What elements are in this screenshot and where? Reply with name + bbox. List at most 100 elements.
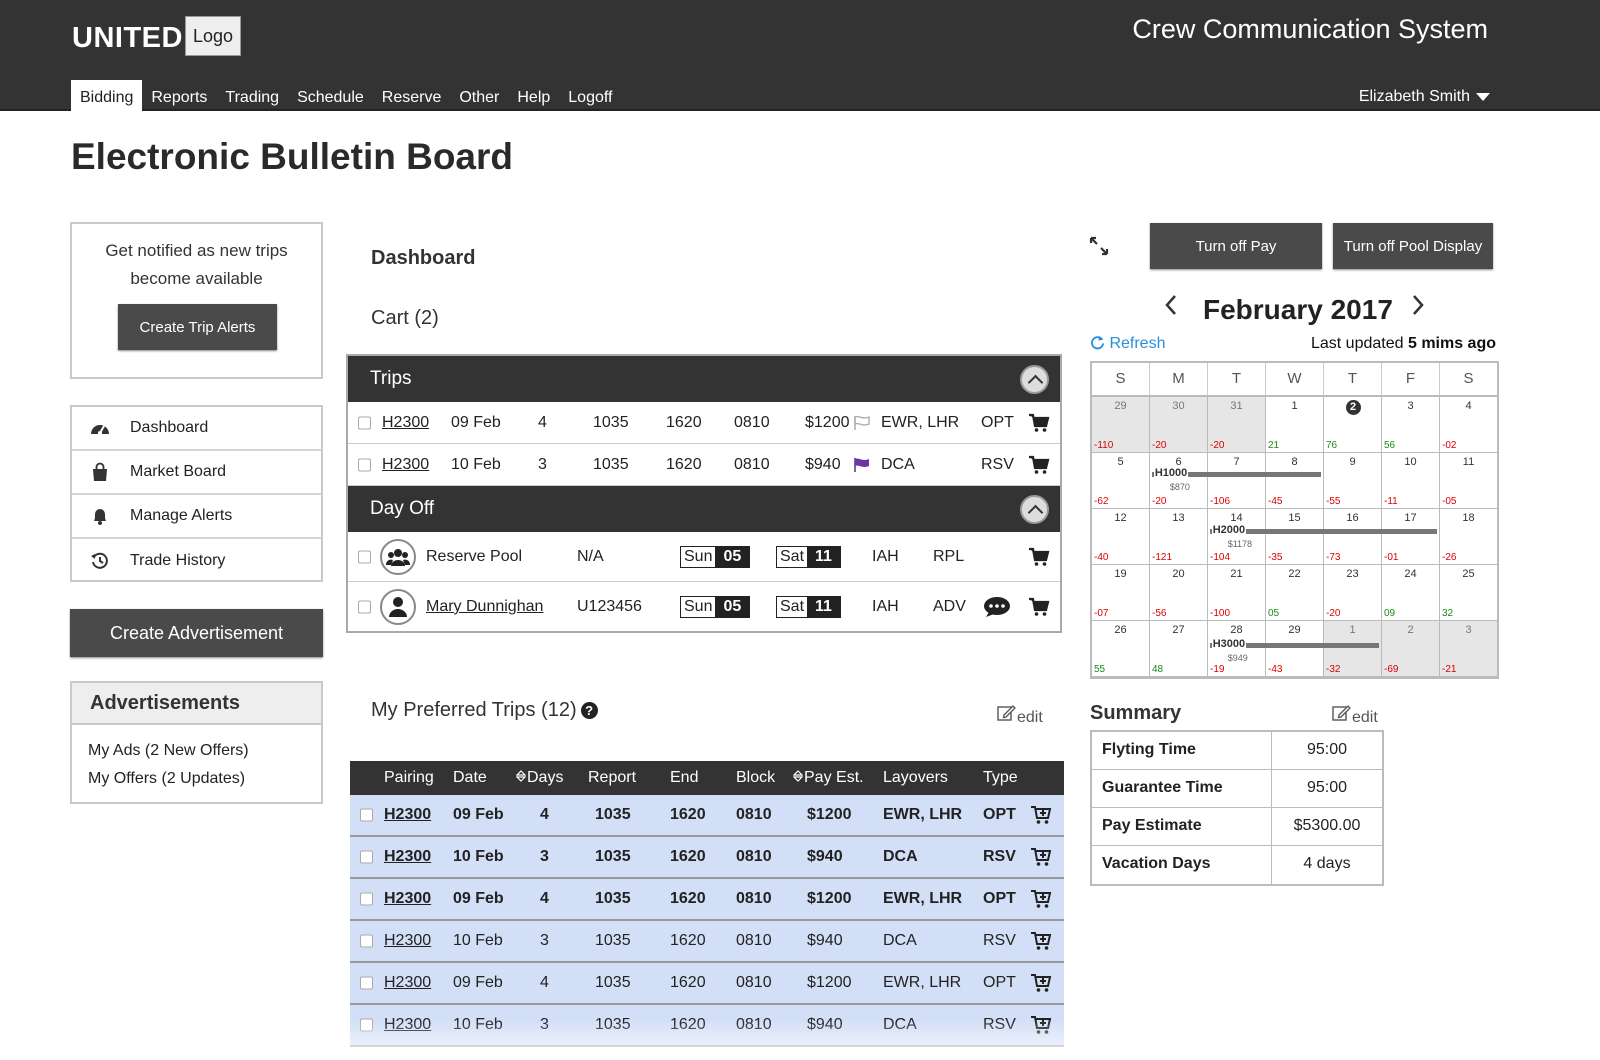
my-offers-link[interactable]: My Offers (2 Updates) — [88, 770, 246, 787]
cart-plus-icon[interactable] — [1030, 889, 1052, 909]
my-ads-link[interactable]: My Ads (2 New Offers) — [88, 742, 249, 759]
chat-icon[interactable] — [983, 596, 1011, 618]
nav-tab-other[interactable]: Other — [459, 89, 500, 106]
calendar-day-cell[interactable]: 21 -100 — [1208, 565, 1266, 620]
row-checkbox[interactable] — [358, 458, 371, 471]
calendar-day-cell[interactable]: 29 -110 — [1092, 397, 1150, 452]
edit-summary-link[interactable]: edit — [1332, 704, 1378, 727]
calendar-day-cell[interactable]: 6 -20 — [1150, 453, 1208, 508]
cart-icon[interactable] — [1028, 597, 1050, 617]
calendar-day-cell[interactable]: 26 55 — [1092, 621, 1150, 676]
row-checkbox[interactable] — [358, 600, 371, 614]
column-header-report[interactable]: Report — [588, 769, 636, 787]
trip-span-bar[interactable] — [1209, 643, 1380, 648]
flag-purple-icon[interactable] — [853, 457, 871, 473]
row-checkbox[interactable] — [360, 808, 373, 822]
calendar-day-cell[interactable]: 17 -01 — [1382, 509, 1440, 564]
calendar-day-cell[interactable]: 3 -21 — [1440, 621, 1497, 676]
calendar-day-cell[interactable]: 10 -11 — [1382, 453, 1440, 508]
help-icon[interactable]: ? — [580, 702, 598, 720]
next-month-icon[interactable] — [1410, 292, 1426, 324]
calendar-day-cell[interactable]: 7 -106 — [1208, 453, 1266, 508]
calendar-day-cell[interactable]: 20 -56 — [1150, 565, 1208, 620]
row-checkbox[interactable] — [360, 934, 373, 948]
cart-icon[interactable] — [1028, 413, 1050, 433]
row-checkbox[interactable] — [360, 892, 373, 906]
calendar-day-cell[interactable]: 11 -05 — [1440, 453, 1497, 508]
calendar-day-cell[interactable]: 14 -104 — [1208, 509, 1266, 564]
sidebar-item-manage-alerts[interactable]: Manage Alerts — [72, 495, 321, 539]
cart-plus-icon[interactable] — [1030, 931, 1052, 951]
row-checkbox[interactable] — [358, 550, 371, 563]
collapse-trips-icon[interactable] — [1020, 365, 1049, 394]
trip-pairing[interactable]: H2300 — [384, 848, 432, 865]
nav-tab-schedule[interactable]: Schedule — [297, 89, 364, 106]
calendar-day-cell[interactable]: 25 32 — [1440, 565, 1497, 620]
nav-tab-bidding[interactable]: Bidding — [71, 80, 143, 111]
row-checkbox[interactable] — [358, 416, 371, 429]
trip-pairing[interactable]: H2300 — [384, 974, 432, 991]
calendar-day-cell[interactable]: 9 -55 — [1324, 453, 1382, 508]
row-checkbox[interactable] — [360, 976, 373, 990]
calendar-day-cell[interactable]: 23 -20 — [1324, 565, 1382, 620]
refresh-button[interactable]: Refresh — [1090, 335, 1165, 353]
calendar-day-cell[interactable]: 1 21 — [1266, 397, 1324, 452]
calendar-day-cell[interactable]: 30 -20 — [1150, 397, 1208, 452]
column-header-type[interactable]: Type — [983, 769, 1018, 787]
trip-span-bar[interactable] — [1151, 472, 1322, 477]
column-header-date[interactable]: Date — [453, 769, 487, 787]
column-header-block[interactable]: Block — [736, 769, 775, 787]
calendar-day-cell[interactable]: 29 -43 — [1266, 621, 1324, 676]
dayoff-name[interactable]: Mary Dunnighan — [426, 598, 544, 615]
nav-tab-trading[interactable]: Trading — [225, 89, 280, 106]
sidebar-item-trade-history[interactable]: Trade History — [72, 539, 321, 583]
prev-month-icon[interactable] — [1163, 292, 1179, 324]
column-header-end[interactable]: End — [670, 769, 698, 787]
pairing-link[interactable]: H2300 — [382, 455, 430, 473]
cart-plus-icon[interactable] — [1030, 973, 1052, 993]
cart-icon[interactable] — [1028, 547, 1050, 567]
column-header-days[interactable]: Days — [515, 769, 563, 787]
calendar-day-cell[interactable]: 1 -32 — [1324, 621, 1382, 676]
sidebar-item-dashboard[interactable]: Dashboard — [72, 407, 321, 451]
cart-plus-icon[interactable] — [1030, 847, 1052, 867]
calendar-day-cell[interactable]: 5 -62 — [1092, 453, 1150, 508]
edit-preferred-link[interactable]: edit — [997, 704, 1043, 727]
calendar-day-cell[interactable]: 16 -73 — [1324, 509, 1382, 564]
calendar-day-cell[interactable]: 31 -20 — [1208, 397, 1266, 452]
calendar-day-cell[interactable]: 22 05 — [1266, 565, 1324, 620]
calendar-day-cell[interactable]: 2 -69 — [1382, 621, 1440, 676]
calendar-day-cell[interactable]: 18 -26 — [1440, 509, 1497, 564]
calendar-day-cell[interactable]: 13 -121 — [1150, 509, 1208, 564]
calendar-day-cell[interactable]: 8 -45 — [1266, 453, 1324, 508]
row-checkbox[interactable] — [360, 850, 373, 864]
trip-pairing[interactable]: H2300 — [384, 890, 432, 907]
column-header-layovers[interactable]: Layovers — [883, 769, 948, 787]
calendar-day-cell[interactable]: 24 09 — [1382, 565, 1440, 620]
user-menu[interactable]: Elizabeth Smith — [1359, 88, 1490, 106]
calendar-day-cell[interactable]: 2 76 — [1324, 397, 1382, 452]
calendar-day-cell[interactable]: 28 -19 — [1208, 621, 1266, 676]
create-advertisement-button[interactable]: Create Advertisement — [70, 609, 323, 657]
nav-tab-logoff[interactable]: Logoff — [568, 89, 613, 106]
cart-plus-icon[interactable] — [1030, 805, 1052, 825]
calendar-day-cell[interactable]: 19 -07 — [1092, 565, 1150, 620]
nav-tab-reserve[interactable]: Reserve — [381, 89, 442, 106]
calendar-day-cell[interactable]: 12 -40 — [1092, 509, 1150, 564]
flag-outline-icon[interactable] — [853, 415, 871, 431]
calendar-day-cell[interactable]: 3 56 — [1382, 397, 1440, 452]
turn-off-pool-display-button[interactable]: Turn off Pool Display — [1333, 223, 1493, 269]
expand-icon[interactable] — [1089, 236, 1109, 261]
cart-icon[interactable] — [1028, 455, 1050, 475]
calendar-day-cell[interactable]: 15 -35 — [1266, 509, 1324, 564]
nav-tab-help[interactable]: Help — [517, 89, 551, 106]
turn-off-pay-button[interactable]: Turn off Pay — [1150, 223, 1322, 269]
nav-tab-reports[interactable]: Reports — [151, 89, 208, 106]
trip-pairing[interactable]: H2300 — [384, 932, 432, 949]
trip-span-bar[interactable] — [1209, 529, 1438, 534]
calendar-day-cell[interactable]: 27 48 — [1150, 621, 1208, 676]
collapse-dayoff-icon[interactable] — [1020, 495, 1049, 524]
sidebar-item-market-board[interactable]: Market Board — [72, 451, 321, 495]
column-header-pairing[interactable]: Pairing — [384, 769, 434, 787]
trip-pairing[interactable]: H2300 — [384, 806, 432, 823]
